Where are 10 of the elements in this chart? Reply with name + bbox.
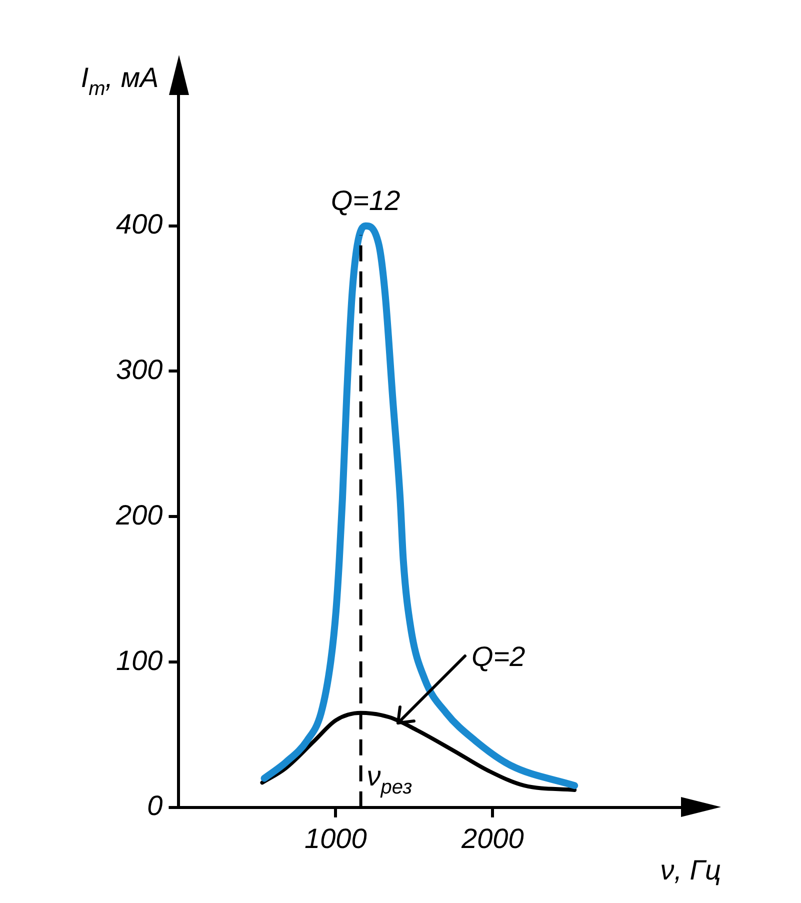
annotation: Q=12: [330, 184, 401, 216]
x-tick-label: 1000: [304, 822, 368, 854]
x-tick-label: 2000: [460, 822, 524, 854]
y-tick-label: 100: [116, 644, 164, 676]
y-tick-label: 400: [116, 208, 164, 240]
y-tick-label: 0: [147, 790, 164, 822]
annotation: Q=2: [471, 641, 526, 672]
y-tick-label: 300: [116, 354, 164, 386]
x-axis-title: ν, Гц: [660, 854, 722, 886]
y-tick-label: 200: [115, 499, 164, 530]
